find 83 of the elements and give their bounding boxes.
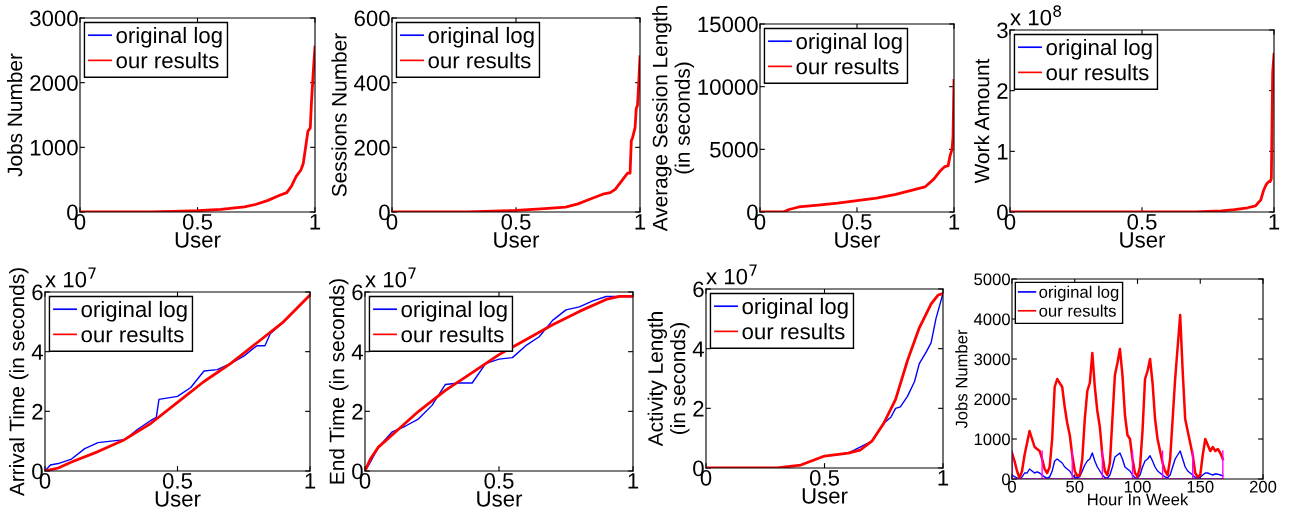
y-tick-label: 200 xyxy=(354,139,390,156)
x-tick-label: 1 xyxy=(305,473,316,489)
y-axis-title: Work Amount xyxy=(974,58,990,184)
y-tick-label: 4 xyxy=(692,341,704,357)
legend-label: our results xyxy=(428,52,531,69)
x-tick-label: 0.5 xyxy=(809,469,840,486)
y-tick-label: 1000 xyxy=(30,139,78,156)
y-tick-label: 2 xyxy=(352,403,363,420)
x-tick-label: 200 xyxy=(1249,480,1277,493)
x-tick-label: 1 xyxy=(310,214,321,230)
text: x 10$^{7}$ xyxy=(706,264,757,285)
legend-label: our results xyxy=(742,323,845,340)
y-tick-label: 10000 xyxy=(698,79,758,95)
x-tick-label: 150 xyxy=(1187,480,1214,493)
x-tick-label: 1 xyxy=(938,470,949,486)
line-series xyxy=(45,293,310,471)
y-axis-title: Activity Length (in seconds) xyxy=(647,312,690,447)
legend-label: original log xyxy=(742,297,848,319)
legend-label: our results xyxy=(401,326,504,343)
x-axis-title: User xyxy=(155,491,201,507)
x-tick-label: 100 xyxy=(1124,480,1151,493)
y-axis-title: Jobs Number xyxy=(955,329,968,429)
y-tick-label: 2000 xyxy=(30,75,78,91)
y-tick-label: 2 xyxy=(997,83,1008,99)
y-tick-label: 2 xyxy=(32,403,43,420)
legend-label: original log xyxy=(1046,38,1152,60)
y-tick-label: 5000 xyxy=(974,273,1010,286)
y-axis-title: Average Session Length (in seconds) xyxy=(652,6,695,232)
legend-label: original log xyxy=(401,300,507,322)
x-tick-label: 0.5 xyxy=(501,213,531,230)
x-tick-label: 0.5 xyxy=(1127,213,1157,230)
y-tick-label: 600 xyxy=(354,10,390,27)
y-axis-title: Jobs Number xyxy=(6,53,23,177)
x-axis-title: User xyxy=(835,232,881,248)
y-tick-label: 6 xyxy=(32,284,43,301)
x-tick-label: 0.5 xyxy=(162,472,193,489)
line-series xyxy=(1012,450,1224,479)
x-tick-label: 0.5 xyxy=(484,472,514,489)
x-axis-title: User xyxy=(477,491,523,507)
x-axis-title: User xyxy=(1120,232,1166,248)
y-tick-label: 1000 xyxy=(974,433,1010,446)
legend-label: original log xyxy=(1039,285,1119,302)
legend-label: our results xyxy=(1046,64,1149,81)
y-tick-label: 4 xyxy=(351,344,363,360)
y-tick-label: 5000 xyxy=(710,141,758,158)
y-tick-label: 2000 xyxy=(974,393,1010,406)
legend-label: original log xyxy=(116,26,222,48)
y-tick-label: 3000 xyxy=(974,353,1010,366)
legend-label: original log xyxy=(796,32,902,54)
y-axis-title: End Time (in seconds) xyxy=(329,279,349,484)
legend-label: our results xyxy=(116,52,219,69)
x-tick-label: 0.5 xyxy=(182,213,213,230)
y-axis-title: Sessions Number xyxy=(331,33,347,197)
y-tick-label: 400 xyxy=(354,75,390,91)
y-axis-title: Arrival Time (in seconds) xyxy=(9,268,29,497)
legend-label: our results xyxy=(796,58,899,75)
x-tick-label: 0.5 xyxy=(842,213,872,230)
x-tick-label: 50 xyxy=(1066,480,1084,493)
text: x 10$^{7}$ xyxy=(45,267,96,288)
y-tick-label: 2 xyxy=(693,400,704,417)
y-tick-label: 3 xyxy=(997,22,1008,39)
text: x 10$^{8}$ xyxy=(1010,5,1062,26)
text: x 10$^{7}$ xyxy=(365,267,416,288)
y-tick-label: 3000 xyxy=(30,10,78,27)
y-tick-label: 4 xyxy=(31,344,43,360)
legend-label: our results xyxy=(81,326,184,343)
x-axis-title: User xyxy=(175,232,221,248)
line-series xyxy=(365,295,633,471)
x-tick-label: 1 xyxy=(635,214,646,230)
y-tick-label: 6 xyxy=(693,281,704,298)
x-axis-title: User xyxy=(802,488,848,504)
x-axis-title: Hour In Week xyxy=(1088,493,1189,506)
x-tick-label: 1 xyxy=(1269,214,1280,230)
x-axis-title: User xyxy=(494,232,540,248)
legend-label: our results xyxy=(1039,304,1116,317)
x-tick-label: 1 xyxy=(628,473,639,489)
y-tick-label: 15000 xyxy=(698,16,758,33)
legend-label: original log xyxy=(428,26,534,48)
x-tick-label: 1 xyxy=(949,214,960,230)
y-tick-label: 6 xyxy=(352,284,363,301)
y-tick-label: 1 xyxy=(997,144,1008,160)
legend-label: original log xyxy=(81,300,187,322)
y-tick-label: 4000 xyxy=(973,313,1010,326)
